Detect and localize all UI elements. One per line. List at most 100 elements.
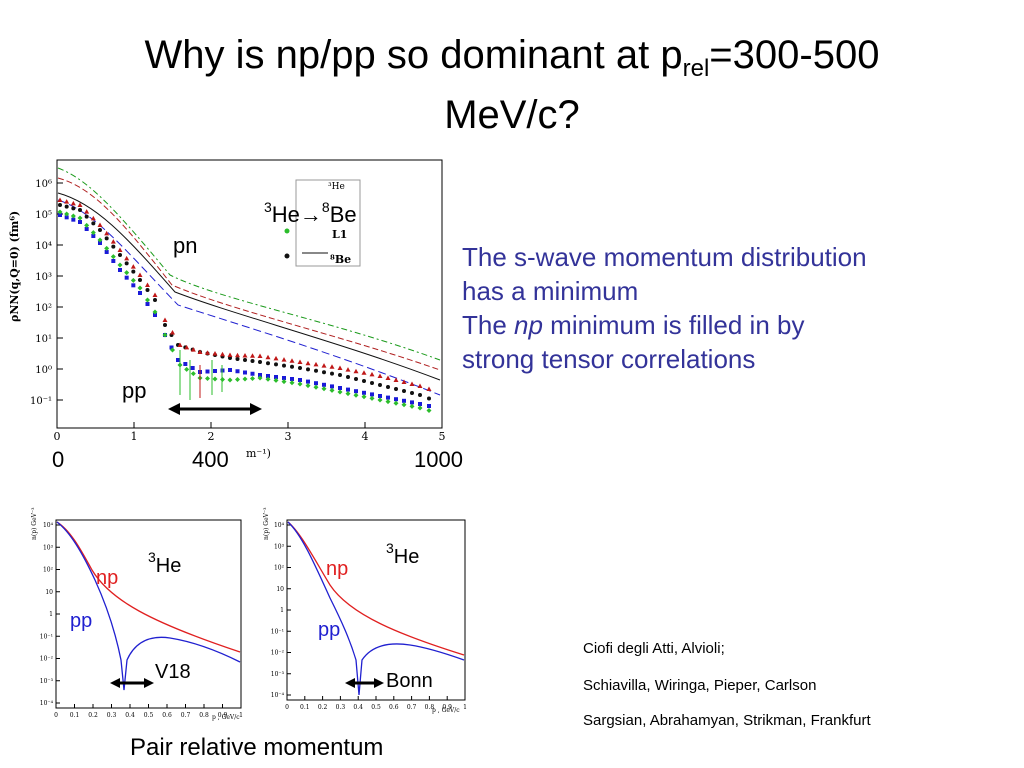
data-point xyxy=(266,361,270,366)
x-tick-label: 0.1 xyxy=(70,712,80,719)
data-point xyxy=(163,323,167,327)
left-plot-x-ticks: 0 0.1 0.2 0.3 0.4 0.5 0.6 0.7 0.8 0.9 1 xyxy=(54,704,243,719)
legend-l1: L1 xyxy=(332,228,347,241)
data-point xyxy=(71,217,76,222)
data-point xyxy=(274,375,278,379)
top-plot-data-points xyxy=(57,197,432,413)
data-point xyxy=(190,366,195,370)
data-point xyxy=(152,309,158,315)
x-tick-label: 0.9 xyxy=(218,712,228,719)
data-point xyxy=(184,344,190,350)
data-point xyxy=(227,352,233,357)
top-plot-legend xyxy=(295,179,361,267)
be8-solid-curve xyxy=(57,192,441,381)
x-tick-label: 0.4 xyxy=(353,704,363,711)
data-point xyxy=(145,282,150,287)
data-point xyxy=(97,237,103,243)
title-text: Why is np/pp so dominant at p xyxy=(144,33,683,77)
data-point xyxy=(377,373,383,378)
data-point xyxy=(98,241,102,245)
legend-he3: ³He xyxy=(328,182,345,192)
data-point xyxy=(184,366,190,372)
data-point xyxy=(353,368,359,374)
data-point xyxy=(162,332,168,338)
data-point xyxy=(176,358,180,362)
data-point xyxy=(213,369,217,373)
top-x-tick-label: 3 xyxy=(285,430,292,443)
data-point xyxy=(338,386,342,390)
momentum-axis-1000: 1000 xyxy=(414,447,463,472)
data-point xyxy=(322,370,326,375)
data-point xyxy=(427,404,431,408)
data-point xyxy=(84,209,90,214)
legend-be8: ⁸Be xyxy=(330,253,351,266)
data-point xyxy=(321,363,327,368)
data-point xyxy=(410,391,414,395)
data-point xyxy=(257,353,263,358)
right-arrow-left-head xyxy=(345,678,355,688)
data-point xyxy=(177,342,183,347)
top-plot-ylabel: ρNN(q,Q=0) (fm⁶) xyxy=(8,210,21,322)
data-point xyxy=(393,400,399,406)
data-point xyxy=(345,367,351,372)
data-point xyxy=(64,199,70,204)
data-point xyxy=(124,270,130,276)
data-point xyxy=(409,403,415,409)
data-point xyxy=(130,264,136,269)
data-point xyxy=(377,397,383,403)
top-plot-xlabel: m⁻¹) xyxy=(246,447,271,460)
data-point xyxy=(227,377,233,383)
top-y-tick-label: 10⁰ xyxy=(35,365,52,376)
data-point xyxy=(273,355,279,361)
data-point xyxy=(235,369,240,374)
data-point xyxy=(124,255,130,261)
data-point xyxy=(282,376,286,380)
data-point xyxy=(250,353,255,358)
left-arrow-left-head xyxy=(110,678,120,688)
y-tick-label: 10³ xyxy=(274,543,285,550)
data-point xyxy=(402,389,406,393)
x-tick-label: 0.5 xyxy=(371,704,381,711)
data-point xyxy=(78,220,82,224)
data-point xyxy=(290,364,294,369)
data-point xyxy=(306,379,310,384)
right-np-label: np xyxy=(326,558,349,580)
data-point xyxy=(346,387,350,392)
data-point xyxy=(242,353,248,358)
reaction-label: 3He→8Be xyxy=(264,199,357,227)
y-tick-label: 10 xyxy=(276,586,284,593)
legend-green-marker xyxy=(284,228,290,234)
data-point xyxy=(70,200,76,206)
data-point xyxy=(305,360,311,366)
right-plot-frame xyxy=(286,519,466,701)
x-tick-label: 0.8 xyxy=(425,704,435,711)
data-point xyxy=(117,262,123,268)
data-point xyxy=(394,397,398,402)
data-point xyxy=(306,367,310,372)
data-point xyxy=(250,359,255,363)
data-point xyxy=(77,215,83,221)
data-point xyxy=(111,244,116,249)
data-point xyxy=(273,377,279,383)
data-point xyxy=(235,352,240,358)
explanation-line-2: has a minimum xyxy=(462,276,639,306)
data-point xyxy=(250,371,255,376)
y-tick-label: 1 xyxy=(280,607,284,614)
data-point xyxy=(265,354,271,360)
data-point xyxy=(138,278,142,282)
data-point xyxy=(274,362,278,367)
right-bonn-label: Bonn xyxy=(386,670,433,692)
data-point xyxy=(70,213,76,219)
data-point xyxy=(290,377,294,381)
y-tick-label: 1 xyxy=(49,611,53,618)
x-tick-label: 0.8 xyxy=(199,712,209,719)
data-point xyxy=(131,283,136,288)
data-point xyxy=(117,247,123,252)
data-point xyxy=(394,387,398,391)
right-plot-ylabel: n(p) GeV⁻³ xyxy=(263,507,270,540)
data-point xyxy=(137,285,143,291)
data-point xyxy=(345,391,351,397)
x-tick-label: 0.9 xyxy=(442,704,452,711)
x-tick-label: 0 xyxy=(285,704,289,711)
data-point xyxy=(130,277,136,283)
